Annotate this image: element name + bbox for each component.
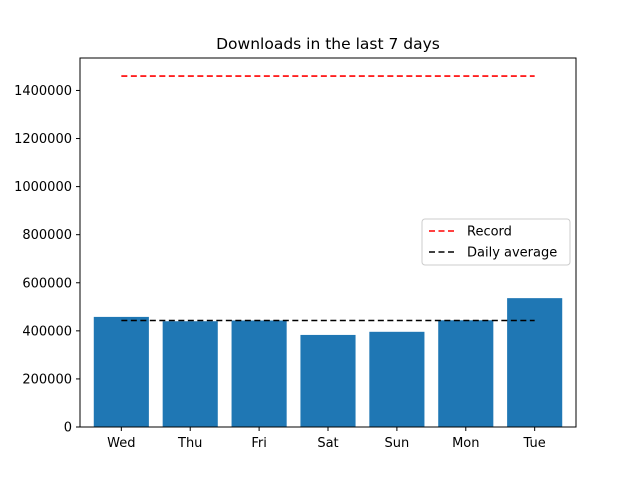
bar-sun (369, 331, 425, 427)
y-tick-label: 1400000 (14, 84, 72, 99)
legend-box (421, 218, 571, 266)
x-tick-label: Thu (177, 436, 202, 451)
bar-wed (93, 316, 149, 427)
x-tick-label: Tue (523, 436, 546, 451)
y-tick-label: 800000 (22, 228, 72, 243)
legend: Record Daily average (421, 218, 571, 266)
chart-title: Downloads in the last 7 days (216, 35, 440, 53)
y-tick-label: 600000 (22, 276, 72, 291)
x-tick-label: Wed (107, 436, 135, 451)
bars-group (93, 298, 563, 427)
bar-tue (507, 298, 563, 427)
bar-sat (300, 334, 356, 427)
x-tick-label: Fri (251, 436, 267, 451)
x-axis: Wed Thu Fri Sat Sun Mon Tue (107, 427, 546, 451)
y-tick-label: 200000 (22, 372, 72, 387)
legend-label: Record (467, 225, 512, 240)
y-tick-label: 400000 (22, 324, 72, 339)
bar-fri (231, 320, 287, 427)
legend-label: Daily average (467, 246, 557, 261)
y-tick-label: 0 (64, 421, 72, 436)
x-tick-label: Mon (452, 436, 479, 451)
bar-thu (162, 321, 218, 427)
y-axis: 0 200000 400000 600000 800000 1000000 1200000 1… (14, 84, 80, 436)
y-tick-label: 1000000 (14, 180, 72, 195)
reference-lines-group (121, 75, 535, 322)
bar-mon (438, 320, 494, 427)
x-tick-label: Sun (385, 436, 410, 451)
x-tick-label: Sat (317, 436, 338, 451)
y-tick-label: 1200000 (14, 132, 72, 147)
